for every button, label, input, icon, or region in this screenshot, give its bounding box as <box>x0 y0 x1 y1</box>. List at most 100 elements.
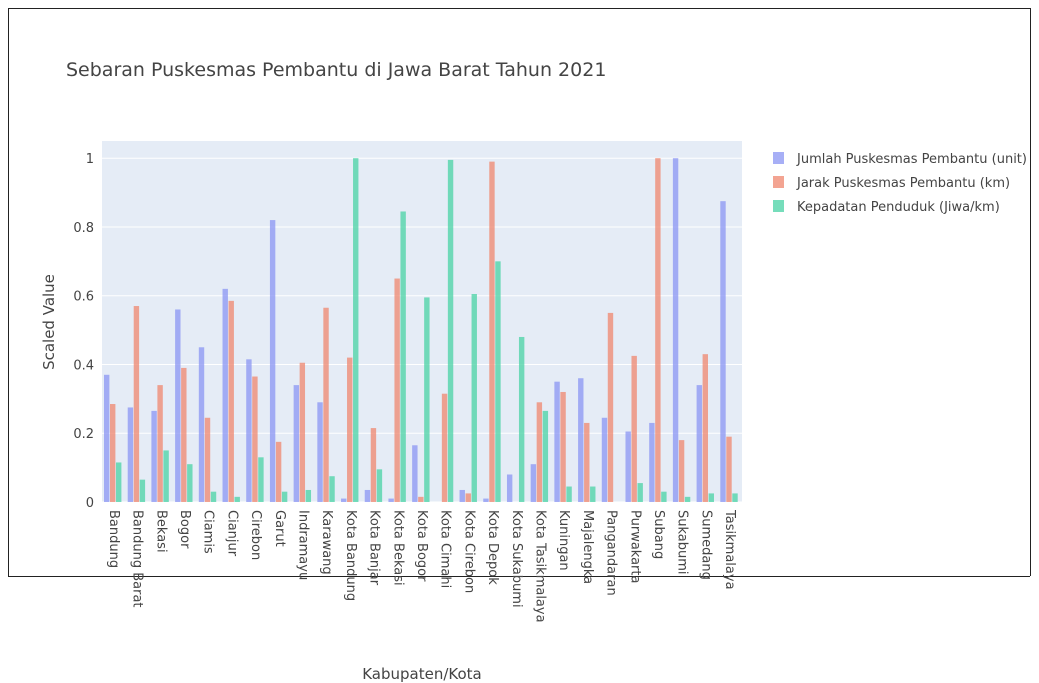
bar[interactable] <box>560 391 566 502</box>
y-tick-label: 0.2 <box>73 427 94 442</box>
x-tick-label: Majalengka <box>580 510 595 584</box>
legend-swatch[interactable] <box>773 176 784 188</box>
bar[interactable] <box>708 493 714 502</box>
bar[interactable] <box>234 496 240 502</box>
bar[interactable] <box>601 417 608 502</box>
bar[interactable] <box>518 336 525 502</box>
bar[interactable] <box>394 278 400 502</box>
bar[interactable] <box>696 385 702 502</box>
bar[interactable] <box>732 493 738 502</box>
legend-item[interactable]: Jumlah Puskesmas Pembantu (unit) <box>796 152 1027 167</box>
bar[interactable] <box>424 297 430 502</box>
x-axis-ticks: Bandung Bandung Barat Bekasi Bogor Ciamis Cia… <box>106 509 737 623</box>
x-tick-label: Bekasi <box>153 510 168 553</box>
x-tick-label: Kota Bogor <box>414 510 429 582</box>
legend-swatch[interactable] <box>773 152 784 164</box>
bar[interactable] <box>661 491 667 502</box>
bar[interactable] <box>530 464 537 502</box>
bar[interactable] <box>625 431 631 502</box>
bar[interactable] <box>305 489 312 502</box>
x-tick-label: Kota Sukabumi <box>509 510 524 608</box>
bar[interactable] <box>607 312 614 502</box>
bar[interactable] <box>672 158 679 502</box>
bar[interactable] <box>252 376 258 502</box>
bar[interactable] <box>584 422 590 502</box>
bar[interactable] <box>139 479 146 502</box>
bar[interactable] <box>347 357 353 502</box>
bar[interactable] <box>412 445 418 502</box>
bar[interactable] <box>554 381 560 502</box>
bar[interactable] <box>702 354 708 502</box>
x-tick-label: Kuningan <box>556 510 571 571</box>
bar[interactable] <box>542 410 549 502</box>
bar[interactable] <box>726 436 732 502</box>
y-axis-ticks: 0 0.2 0.4 0.6 0.8 1 <box>73 152 94 511</box>
bar[interactable] <box>181 367 187 502</box>
bar[interactable] <box>649 422 655 502</box>
y-tick-label: 1 <box>86 152 94 167</box>
bar[interactable] <box>329 476 335 502</box>
bar[interactable] <box>447 159 454 502</box>
bar[interactable] <box>495 261 501 502</box>
bar[interactable] <box>175 309 181 502</box>
bar[interactable] <box>655 158 661 502</box>
bar[interactable] <box>275 441 282 502</box>
bar[interactable] <box>341 498 347 502</box>
bar[interactable] <box>590 486 596 502</box>
bar[interactable] <box>204 417 211 502</box>
bar[interactable] <box>459 489 465 502</box>
bar[interactable] <box>323 307 329 502</box>
bar[interactable] <box>637 483 643 502</box>
bar[interactable] <box>364 489 371 502</box>
bar[interactable] <box>299 362 306 502</box>
bar[interactable] <box>465 493 471 502</box>
bar[interactable] <box>720 201 726 502</box>
bar[interactable] <box>684 496 691 502</box>
bar[interactable] <box>110 404 116 502</box>
bar[interactable] <box>370 428 377 502</box>
bar[interactable] <box>187 464 193 502</box>
bar[interactable] <box>104 374 110 502</box>
bar[interactable] <box>293 385 300 502</box>
bar[interactable] <box>116 462 122 502</box>
bar[interactable] <box>536 402 543 502</box>
bar[interactable] <box>418 496 424 502</box>
legend-item[interactable]: Kepadatan Penduduk (Jiwa/km) <box>797 200 1000 215</box>
legend-item[interactable]: Jarak Puskesmas Pembantu (km) <box>796 176 1010 191</box>
bar[interactable] <box>246 359 252 502</box>
bar[interactable] <box>281 491 288 502</box>
bar[interactable] <box>127 407 134 502</box>
bar[interactable] <box>269 220 276 503</box>
x-tick-label: Ciamis <box>201 510 216 554</box>
bar[interactable] <box>578 378 584 502</box>
bar[interactable] <box>441 393 448 502</box>
bar[interactable] <box>157 385 163 502</box>
bar[interactable] <box>163 450 169 502</box>
bar[interactable] <box>489 161 495 502</box>
bar[interactable] <box>317 402 323 502</box>
bar[interactable] <box>133 306 140 502</box>
bar[interactable] <box>631 355 637 502</box>
bar[interactable] <box>222 288 228 502</box>
bar[interactable] <box>471 293 477 502</box>
x-axis-title: Kabupaten/Kota <box>362 665 482 683</box>
bar[interactable] <box>228 300 234 502</box>
bar[interactable] <box>388 498 394 502</box>
bar[interactable] <box>483 498 489 502</box>
bar[interactable] <box>353 158 359 502</box>
x-tick-label: Cirebon <box>248 510 263 560</box>
bar[interactable] <box>678 440 685 502</box>
bar[interactable] <box>198 347 205 502</box>
bar[interactable] <box>400 211 406 502</box>
bar[interactable] <box>258 457 264 502</box>
legend[interactable]: Jumlah Puskesmas Pembantu (unit) Jarak Pu… <box>773 152 1027 215</box>
bar[interactable] <box>151 410 157 502</box>
x-tick-label: Sumedang <box>698 510 713 580</box>
x-tick-label: Subang <box>651 510 666 559</box>
bar[interactable] <box>376 469 383 502</box>
bar[interactable] <box>506 474 513 502</box>
legend-swatch[interactable] <box>773 200 784 212</box>
bar[interactable] <box>210 491 217 502</box>
bar[interactable] <box>566 486 572 502</box>
